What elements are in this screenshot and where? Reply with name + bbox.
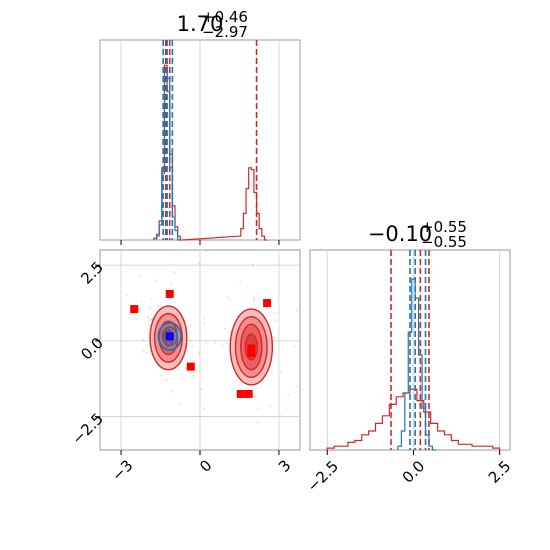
contour-sample-point [180,373,183,376]
contour-sample-point [189,339,192,342]
contour-sample-point [189,324,192,327]
contour-sample-point [292,345,295,348]
contour-sample-point [150,318,153,321]
contour-sample-point [204,342,207,345]
contour-sample-point [184,366,187,369]
param1-histogram-grid [120,40,280,240]
contour-sample-point [268,405,271,408]
contour-sample-point [191,345,194,348]
param2-title-lower-error: −0.55 [421,233,467,251]
contour-sample-point [214,341,217,344]
contour-sample-point [229,299,232,302]
contour-sample-point [287,394,290,397]
red-square-marker [165,289,174,298]
param2-histogram-series [326,250,501,451]
param2-histogram-ticks: −2.5 0.0 2.5 [304,450,515,496]
contour-sample-point [198,351,201,354]
contour-sample-point [140,300,143,303]
contour-sample-point [192,374,195,377]
param1-title-lower-error: −2.97 [202,23,248,41]
contour-sample-point [200,388,203,391]
contour-sample-point [280,370,283,373]
param1-title-upper-error: +0.46 [202,8,248,26]
param2-histogram-xtick-label: 2.5 [485,457,515,487]
param2-histogram-series-red-step [326,388,501,450]
contour-sample-point [151,317,154,320]
red-square-marker [247,344,256,353]
contour-sample-point [149,307,152,310]
contour-sample-point [270,370,273,373]
contour-xtick-label: 3 [275,456,294,475]
param2-title-upper-error: +0.55 [421,218,467,236]
contour-sample-point [178,402,181,405]
contour-sample-point [138,275,141,278]
contour-sample-point [142,338,145,341]
param2-histogram-xtick-label: 0.0 [399,457,429,487]
contour-sample-point [257,407,260,410]
red-square-marker [263,299,272,308]
contour-sample-point [173,271,176,274]
contour-sample-point [156,304,159,307]
contour-sample-point [286,407,289,410]
param2-title: −0.10 [368,222,432,246]
contour-sample-point [202,407,205,410]
contour-sample-point [129,313,132,316]
param2-histogram-xtick-label: −2.5 [304,457,342,495]
contour-sample-point [295,385,298,388]
contour-sample-point [203,322,206,325]
contour-sample-point [295,309,298,312]
contour-sample-point [227,296,230,299]
contour-sample-point [150,297,153,300]
contour-sample-point [197,261,200,264]
contour-xtick-label: −3 [108,456,136,484]
param2-histogram-grid [326,250,501,450]
contour-sample-point [221,344,224,347]
blue-contour-level [161,326,178,347]
contour-sample-point [170,282,173,285]
contour-sample-point [165,378,168,381]
contour-sample-point [147,319,150,322]
contour-sample-point [146,316,149,319]
red-square-marker [244,389,253,398]
red-square-marker [247,349,256,358]
contour-sample-point [205,250,208,253]
contour-sample-point [125,293,128,296]
contour-sample-point [224,327,227,330]
contour-markers [130,289,272,398]
contour-sample-point [188,331,191,334]
contour-sample-point [202,317,205,320]
red-square-marker [236,389,245,398]
contour-sample-point [273,312,276,315]
contour-sample-point [274,319,277,322]
param1-vs-param2-panel: −3 0 32.50.0−2.5 [68,249,301,485]
contour-sample-point [253,296,256,299]
red-square-marker [130,305,139,314]
contour-sample-point [226,342,229,345]
contour-sample-point [252,297,255,300]
contour-sample-point [252,299,255,302]
contour-sample-point [178,369,181,372]
blue-contour-level [157,321,182,352]
contour-sample-point [170,390,173,393]
param2-histogram-panel: −2.5 0.0 2.5 −0.10 +0.55 −0.55 [304,218,515,496]
red-square-marker [186,362,195,371]
contour-sample-point [239,281,242,284]
param1-title: 1.70 [177,12,224,36]
param2-title-value: −0.10 [368,222,432,246]
blue-square-marker [165,332,174,341]
param1-histogram-series [153,40,268,241]
contour-sample-point [148,324,151,327]
param1-histogram-panel: 1.70 +0.46 −2.97 [99,8,301,245]
contour-xtick-label: 0 [196,456,215,475]
contour-sample-point [142,350,145,353]
contour-sample-point [256,421,259,424]
param1-title-value: 1.70 [177,12,224,36]
param1-histogram-ticks [120,240,280,245]
contour-sample-point [227,338,230,341]
contour-sample-point [155,279,158,282]
contour-sample-point [145,351,148,354]
contour-sample-point [160,374,163,377]
contour-sample-point [252,264,255,267]
